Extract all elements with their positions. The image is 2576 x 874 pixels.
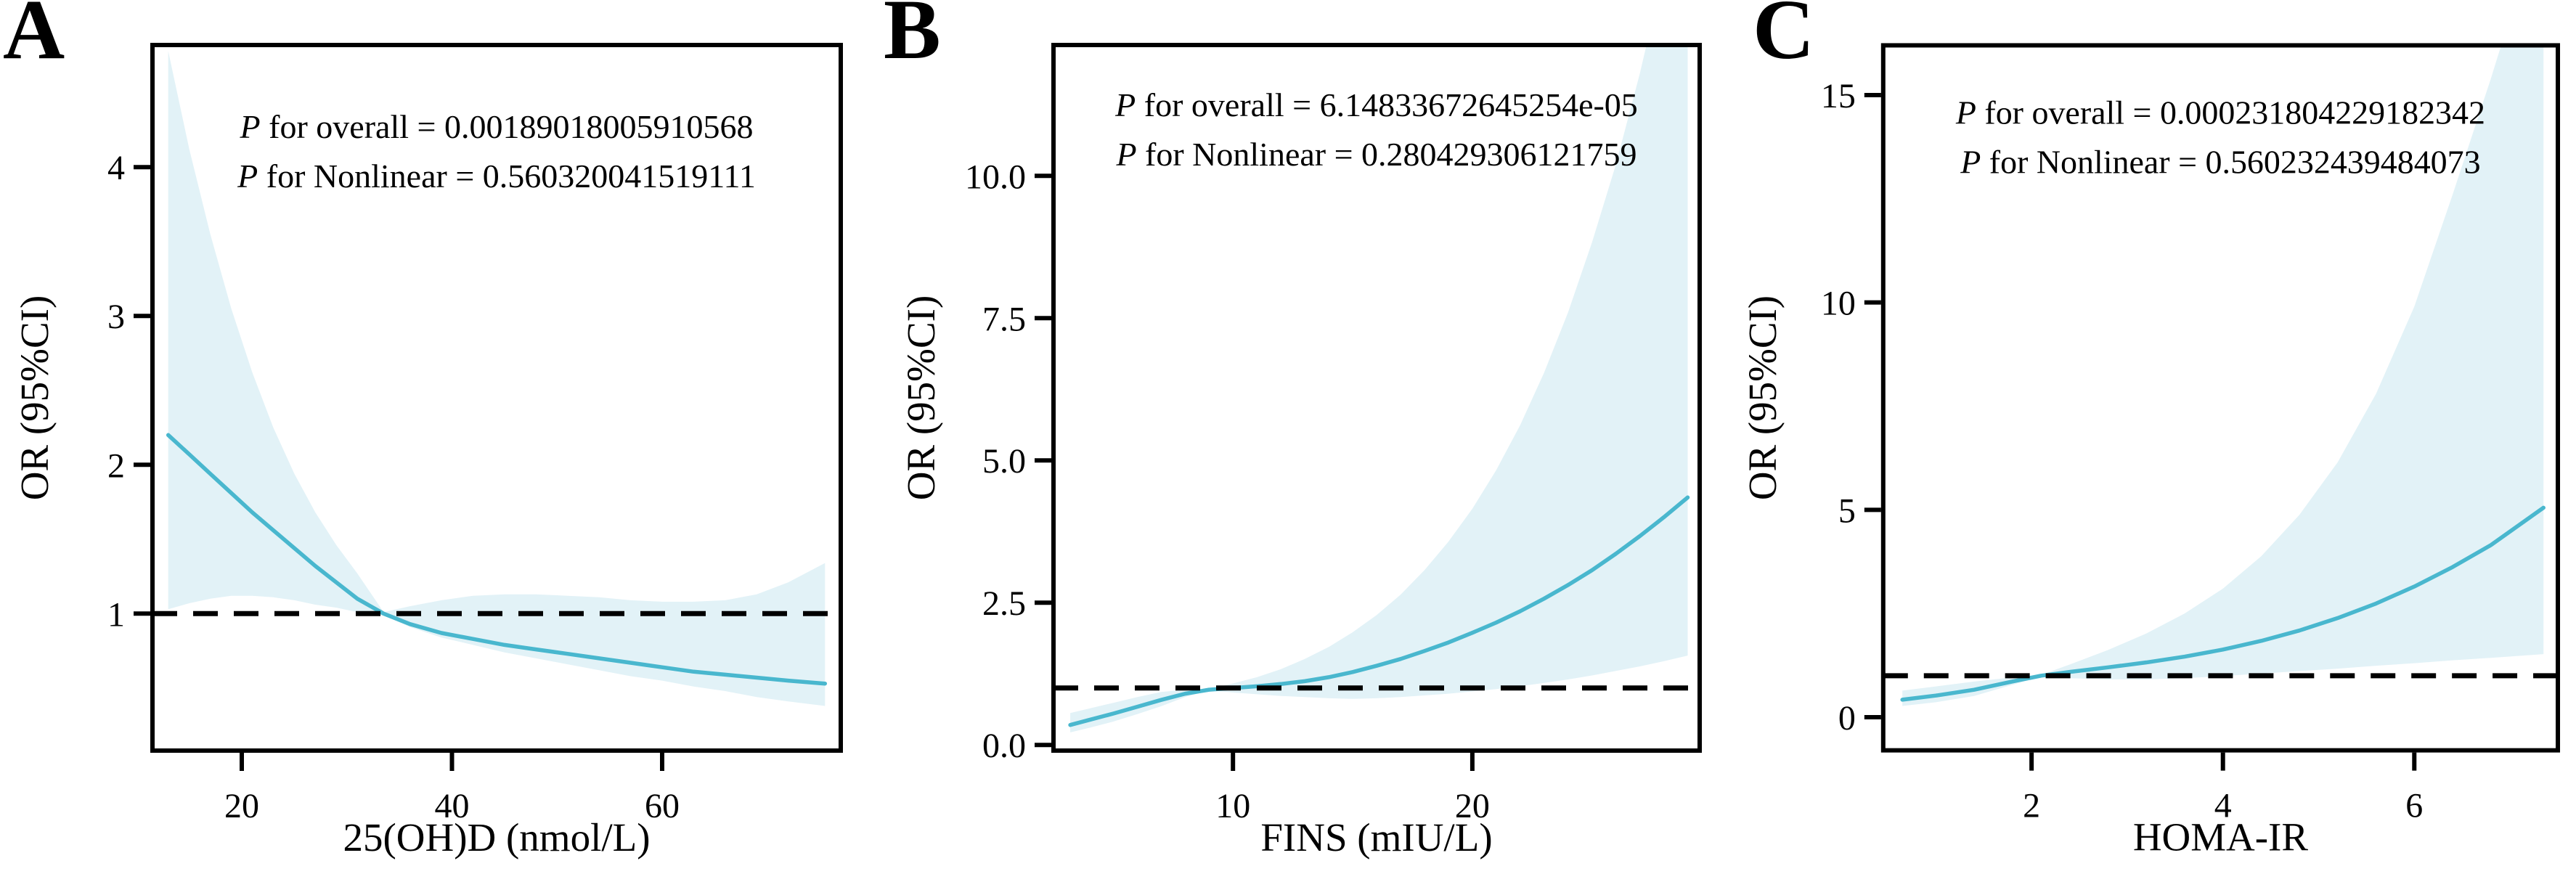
panel-c-letter: C <box>1753 0 1815 77</box>
p-overall-annotation: P for overall = 0.000231804229182342 <box>1955 94 2485 131</box>
y-tick-label: 10 <box>1821 285 1856 323</box>
x-tick-label: 60 <box>645 787 680 825</box>
y-tick-label: 1 <box>107 595 125 634</box>
p-overall-annotation: P for overall = 6.14833672645254e-05 <box>1114 86 1638 123</box>
y-tick-label: 7.5 <box>982 300 1026 338</box>
x-axis-title: HOMA-IR <box>2133 815 2308 859</box>
x-tick-label: 6 <box>2405 787 2423 825</box>
panel-c-plot: 2 4 6 0 5 10 15 P for overall = 0.000231804229… <box>1740 43 2561 859</box>
panel-c: C 2 4 6 0 5 10 15 P for overall = 0.0002318042… <box>1718 0 2576 874</box>
y-tick-label: 15 <box>1821 77 1856 115</box>
x-tick-label: 20 <box>1455 787 1490 825</box>
y-tick-label: 0.0 <box>982 727 1026 765</box>
x-tick-label: 40 <box>435 787 470 825</box>
panel-a: A 20 40 60 1 2 3 4 P for overall = 0.001890180… <box>0 0 859 874</box>
y-tick-label: 2.5 <box>982 584 1026 623</box>
x-tick-label: 2 <box>2023 787 2040 825</box>
y-tick-label: 10.0 <box>965 158 1026 196</box>
y-tick-label: 4 <box>107 149 125 187</box>
x-tick-label: 10 <box>1215 787 1250 825</box>
or-curve <box>1068 495 1690 727</box>
p-nonlinear-annotation: P for Nonlinear = 0.560232439484073 <box>1960 143 2480 180</box>
y-tick-label: 3 <box>107 298 125 336</box>
y-axis-title: OR (95%CI) <box>899 295 943 501</box>
or-curve <box>1900 505 2546 702</box>
y-tick-label: 5.0 <box>982 442 1026 481</box>
x-tick-label: 4 <box>2214 787 2232 825</box>
x-tick-label: 20 <box>224 787 259 825</box>
y-tick-label: 0 <box>1838 699 1856 738</box>
panel-a-letter: A <box>3 0 65 77</box>
plot-frame <box>150 43 843 753</box>
plot-frame <box>1051 43 1702 753</box>
confidence-band <box>1902 45 2544 706</box>
p-overall-annotation: P for overall = 0.00189018005910568 <box>240 108 754 145</box>
panel-b-plot: 10 20 0.0 2.5 5.0 7.5 10.0 P for overall = 6.1… <box>899 43 1702 859</box>
y-tick-label: 2 <box>107 446 125 485</box>
y-axis-title: OR (95%CI) <box>1740 295 1785 500</box>
p-nonlinear-annotation: P for Nonlinear = 0.560320041519111 <box>237 158 756 195</box>
confidence-band <box>168 51 826 706</box>
p-nonlinear-annotation: P for Nonlinear = 0.280429306121759 <box>1115 136 1637 173</box>
y-tick-label: 5 <box>1838 491 1856 530</box>
or-curve <box>166 433 828 686</box>
x-axis-title: FINS (mIU/L) <box>1260 815 1492 859</box>
panel-b-letter: B <box>884 0 941 77</box>
panel-a-plot: 20 40 60 1 2 3 4 P for overall = 0.00189018005… <box>12 43 843 859</box>
y-axis-title: OR (95%CI) <box>12 295 57 501</box>
plot-frame <box>1880 43 2561 753</box>
x-axis-title: 25(OH)D (nmol/L) <box>343 815 650 859</box>
confidence-band <box>1070 45 1688 732</box>
panel-b: B 10 20 0.0 2.5 5.0 7.5 10.0 P for overall = 6… <box>859 0 1718 874</box>
